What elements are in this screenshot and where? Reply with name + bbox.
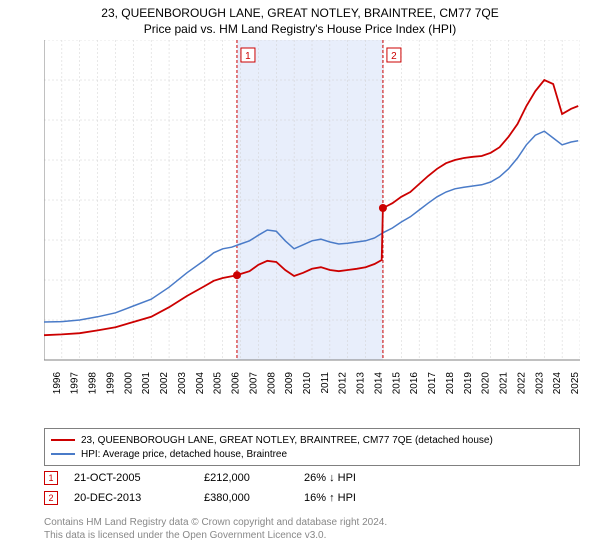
sale-row: 2 20-DEC-2013£380,00016% ↑ HPI xyxy=(44,488,404,508)
svg-text:2014: 2014 xyxy=(373,372,384,395)
svg-text:2005: 2005 xyxy=(213,372,224,395)
legend-swatch xyxy=(51,453,75,455)
svg-text:2013: 2013 xyxy=(356,372,367,395)
legend-row: HPI: Average price, detached house, Brai… xyxy=(51,447,573,461)
sales-table: 1 21-OCT-2005£212,00026% ↓ HPI 2 20-DEC-201… xyxy=(44,468,404,508)
chart-container: 23, QUEENBOROUGH LANE, GREAT NOTLEY, BRA… xyxy=(0,0,600,560)
sale-date: 21-OCT-2005 xyxy=(74,472,204,484)
sale-row: 1 21-OCT-2005£212,00026% ↓ HPI xyxy=(44,468,404,488)
legend-box: 23, QUEENBOROUGH LANE, GREAT NOTLEY, BRA… xyxy=(44,428,580,466)
chart-svg: £0£100K£200K£300K£400K£500K£600K£700K£80… xyxy=(44,40,580,396)
svg-text:2017: 2017 xyxy=(427,372,438,395)
svg-text:1998: 1998 xyxy=(88,372,99,395)
svg-text:2001: 2001 xyxy=(141,372,152,395)
footer-line-2: This data is licensed under the Open Gov… xyxy=(44,529,387,542)
svg-text:2021: 2021 xyxy=(499,372,510,395)
svg-text:1999: 1999 xyxy=(105,372,116,395)
svg-text:2002: 2002 xyxy=(159,372,170,395)
sale-delta: 16% ↑ HPI xyxy=(304,492,404,504)
title-subtitle: Price paid vs. HM Land Registry's House … xyxy=(0,22,600,36)
svg-text:2004: 2004 xyxy=(195,372,206,395)
footer: Contains HM Land Registry data © Crown c… xyxy=(44,516,387,542)
title-block: 23, QUEENBOROUGH LANE, GREAT NOTLEY, BRA… xyxy=(0,0,600,36)
legend-row: 23, QUEENBOROUGH LANE, GREAT NOTLEY, BRA… xyxy=(51,433,573,447)
svg-text:2007: 2007 xyxy=(248,372,259,395)
svg-text:2023: 2023 xyxy=(534,372,545,395)
svg-text:1996: 1996 xyxy=(52,372,63,395)
legend-swatch xyxy=(51,439,75,441)
svg-text:2009: 2009 xyxy=(284,372,295,395)
svg-text:2006: 2006 xyxy=(231,372,242,395)
legend-label: 23, QUEENBOROUGH LANE, GREAT NOTLEY, BRA… xyxy=(81,435,493,446)
svg-text:2018: 2018 xyxy=(445,372,456,395)
svg-text:2008: 2008 xyxy=(266,372,277,395)
svg-text:2020: 2020 xyxy=(481,372,492,395)
legend-label: HPI: Average price, detached house, Brai… xyxy=(81,449,287,460)
svg-text:2003: 2003 xyxy=(177,372,188,395)
svg-text:2016: 2016 xyxy=(409,372,420,395)
svg-text:1997: 1997 xyxy=(70,372,81,395)
svg-text:2010: 2010 xyxy=(302,372,313,395)
svg-text:1: 1 xyxy=(245,51,251,62)
svg-text:2015: 2015 xyxy=(391,372,402,395)
svg-text:2011: 2011 xyxy=(320,372,331,394)
sale-price: £212,000 xyxy=(204,472,304,484)
svg-text:2012: 2012 xyxy=(338,372,349,395)
svg-text:1995: 1995 xyxy=(44,372,45,395)
svg-text:2000: 2000 xyxy=(123,372,134,395)
sale-marker: 2 xyxy=(44,491,58,505)
sale-delta: 26% ↓ HPI xyxy=(304,472,404,484)
sale-date: 20-DEC-2013 xyxy=(74,492,204,504)
svg-text:2024: 2024 xyxy=(552,372,563,395)
sale-marker: 1 xyxy=(44,471,58,485)
svg-text:2025: 2025 xyxy=(570,372,580,395)
sale-price: £380,000 xyxy=(204,492,304,504)
chart-area: £0£100K£200K£300K£400K£500K£600K£700K£80… xyxy=(44,40,580,396)
svg-text:2: 2 xyxy=(391,51,397,62)
svg-text:2022: 2022 xyxy=(516,372,527,395)
footer-line-1: Contains HM Land Registry data © Crown c… xyxy=(44,516,387,529)
title-address: 23, QUEENBOROUGH LANE, GREAT NOTLEY, BRA… xyxy=(0,6,600,20)
svg-text:2019: 2019 xyxy=(463,372,474,395)
